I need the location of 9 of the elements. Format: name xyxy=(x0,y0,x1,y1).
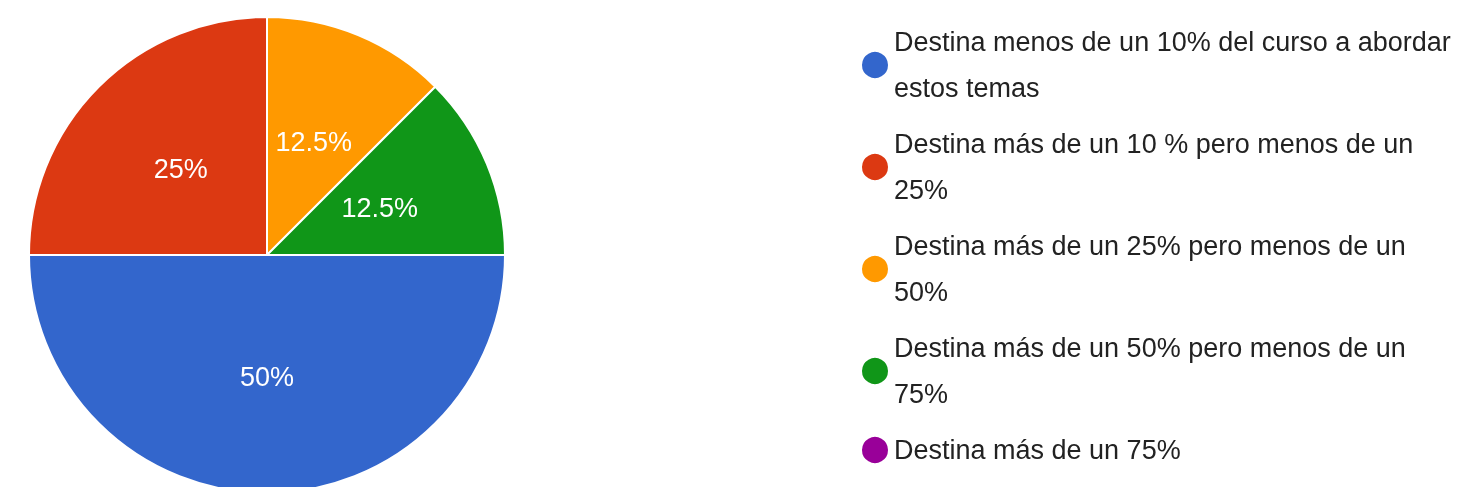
legend-label: Destina más de un 25% pero menos de un 50% xyxy=(894,231,1414,307)
data-label: 12.5% xyxy=(341,193,418,224)
legend-label: Destina más de un 10 % pero menos de un 25% xyxy=(894,129,1421,205)
legend-label: Destina más de un 50% pero menos de un 75% xyxy=(894,333,1414,409)
data-label: 12.5% xyxy=(275,127,352,158)
legend-label: Destina menos de un 10% del curso a abordar estos temas xyxy=(894,27,1459,103)
data-label: 25% xyxy=(153,153,208,184)
legend-label: Destina más de un 75% xyxy=(894,435,1181,465)
data-label: 50% xyxy=(239,362,295,392)
